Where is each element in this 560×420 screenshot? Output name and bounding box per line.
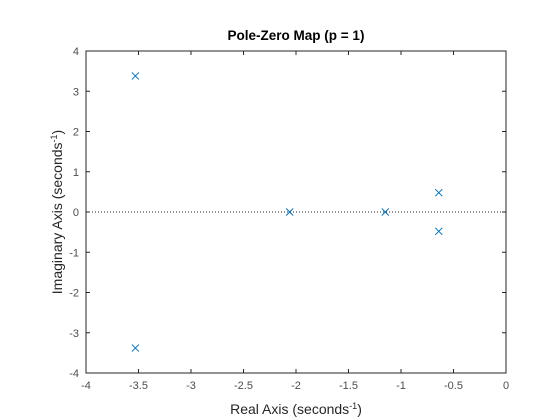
y-tick-label: 3 <box>73 86 79 98</box>
y-tick-label: 0 <box>73 207 79 219</box>
x-tick-label: -1.5 <box>339 380 358 392</box>
pole-marker <box>285 208 294 216</box>
poles-layer <box>131 72 443 352</box>
x-tick-label: -1 <box>396 380 406 392</box>
y-tick-label: -1 <box>69 247 79 259</box>
x-tick-label: -3 <box>186 380 196 392</box>
pole-marker <box>381 208 390 216</box>
chart-title: Pole-Zero Map (p = 1) <box>228 28 365 43</box>
x-tick-label: -2 <box>291 380 301 392</box>
x-tick-label: 0 <box>503 380 509 392</box>
y-tick-label: -3 <box>69 328 79 340</box>
x-axis-label: Real Axis (seconds-1) <box>230 401 362 417</box>
y-tick-label: -4 <box>69 368 79 380</box>
y-tick-label: 2 <box>73 127 79 139</box>
y-tick-label: 1 <box>73 167 79 179</box>
x-tick-label: -3.5 <box>129 380 148 392</box>
pole-marker <box>434 227 443 236</box>
pole-marker <box>434 188 443 197</box>
ticks-layer: -4 -3.5 -3 -2.5 -2 -1.5 -1 -0.5 0 -4 -3 -2 -1 0 1 2 3 4 <box>69 46 509 392</box>
x-tick-label: -0.5 <box>444 380 463 392</box>
pole-marker <box>131 72 140 80</box>
y-tick-label: 4 <box>73 46 79 58</box>
x-tick-label: -4 <box>81 380 91 392</box>
y-tick-label: -2 <box>69 288 79 300</box>
x-tick-label: -2.5 <box>234 380 253 392</box>
pole-marker <box>131 344 140 352</box>
y-axis-label: Imaginary Axis (seconds-1) <box>49 130 65 294</box>
